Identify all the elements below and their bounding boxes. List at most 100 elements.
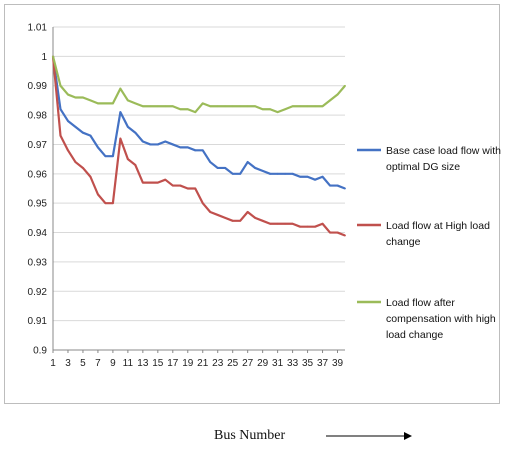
data-point	[89, 175, 92, 178]
data-point	[111, 155, 114, 158]
y-tick-label: 0.98	[28, 111, 48, 122]
data-point	[171, 143, 174, 146]
data-point	[164, 140, 167, 143]
x-tick-label: 1	[50, 358, 56, 369]
data-point	[336, 231, 339, 234]
data-point	[67, 120, 69, 122]
data-point	[329, 231, 331, 234]
data-point	[291, 222, 294, 225]
data-point	[216, 167, 219, 169]
data-point	[179, 108, 182, 111]
data-point	[314, 105, 316, 108]
data-point	[104, 202, 107, 205]
data-point	[321, 105, 324, 108]
data-point	[321, 175, 324, 178]
data-point	[149, 105, 152, 108]
legend-label: Load flow at High load	[386, 220, 490, 232]
data-point	[306, 105, 309, 108]
data-point	[97, 146, 99, 149]
x-tick-label: 3	[65, 358, 71, 369]
data-point	[231, 172, 234, 175]
data-point	[141, 105, 144, 108]
data-point	[336, 93, 339, 96]
data-point	[329, 184, 331, 187]
data-point	[276, 111, 279, 114]
x-tick-label: 17	[167, 358, 179, 369]
y-tick-label: 0.95	[28, 199, 48, 210]
x-tick-label: 39	[332, 358, 344, 369]
y-tick-label: 0.9	[33, 346, 47, 357]
data-point	[261, 169, 264, 172]
data-point	[321, 222, 324, 225]
data-point	[254, 216, 257, 219]
x-tick-label: 33	[287, 358, 299, 369]
data-point	[82, 96, 84, 99]
data-point	[291, 172, 294, 175]
data-point	[209, 105, 212, 108]
x-tick-label: 21	[197, 358, 209, 369]
data-point	[344, 187, 346, 190]
data-point	[119, 87, 122, 90]
y-tick-label: 0.93	[28, 257, 48, 268]
data-point	[239, 219, 242, 222]
legend-label: change	[386, 236, 421, 248]
data-point	[216, 214, 219, 216]
data-point	[97, 102, 99, 105]
data-point	[149, 181, 152, 184]
data-point	[126, 158, 129, 161]
x-tick-label: 13	[137, 358, 149, 369]
grid-lines	[53, 26, 345, 351]
data-point	[156, 105, 159, 108]
x-tick-label: 15	[152, 358, 164, 369]
data-point	[164, 105, 167, 108]
x-tick-label: 35	[302, 358, 314, 369]
data-point	[141, 140, 144, 143]
data-point	[156, 181, 159, 184]
data-point	[179, 184, 182, 187]
y-tick-label: 0.94	[28, 228, 48, 239]
data-point	[111, 202, 114, 205]
data-point	[179, 146, 182, 149]
data-point	[261, 108, 264, 111]
line-chart: 0.9 0.91 0.92 0.93 0.94 0.95 0.96 0.97 0.98 0.99 1…	[28, 23, 501, 370]
data-point	[291, 105, 294, 108]
data-point	[82, 167, 84, 169]
data-point	[246, 161, 249, 163]
legend: Base case load flow with optimal DG size L…	[357, 145, 501, 341]
data-point	[336, 184, 339, 187]
legend-label: optimal DG size	[386, 161, 460, 173]
data-point	[104, 102, 107, 105]
data-point	[246, 105, 249, 108]
data-point	[224, 167, 227, 169]
y-tick-label: 0.92	[28, 287, 48, 298]
data-point	[344, 84, 346, 87]
data-point	[329, 99, 331, 102]
data-point	[171, 105, 174, 108]
y-tick-label: 0.96	[28, 169, 48, 180]
y-tick-label: 1	[41, 52, 47, 63]
data-point	[97, 193, 99, 196]
data-point	[254, 167, 257, 169]
data-point	[306, 225, 309, 228]
data-point	[231, 219, 234, 222]
data-point	[224, 216, 227, 219]
data-point	[254, 105, 257, 108]
legend-label: load change	[386, 329, 443, 341]
chart-frame: 0.9 0.91 0.92 0.93 0.94 0.95 0.96 0.97 0.98 0.99 1…	[4, 4, 501, 404]
x-tick-label: 25	[227, 358, 239, 369]
data-point	[186, 187, 189, 190]
y-tick-label: 1.01	[28, 23, 48, 34]
data-point	[284, 172, 287, 175]
data-point	[269, 108, 272, 111]
data-point	[269, 222, 272, 225]
data-point	[314, 178, 316, 181]
data-point	[74, 96, 77, 99]
data-point	[89, 99, 92, 102]
data-point	[276, 172, 279, 175]
data-point	[216, 105, 219, 108]
data-point	[284, 222, 287, 225]
axes	[52, 27, 345, 353]
data-point	[201, 202, 204, 205]
series-line-3	[51, 56, 346, 114]
data-point	[59, 84, 62, 87]
